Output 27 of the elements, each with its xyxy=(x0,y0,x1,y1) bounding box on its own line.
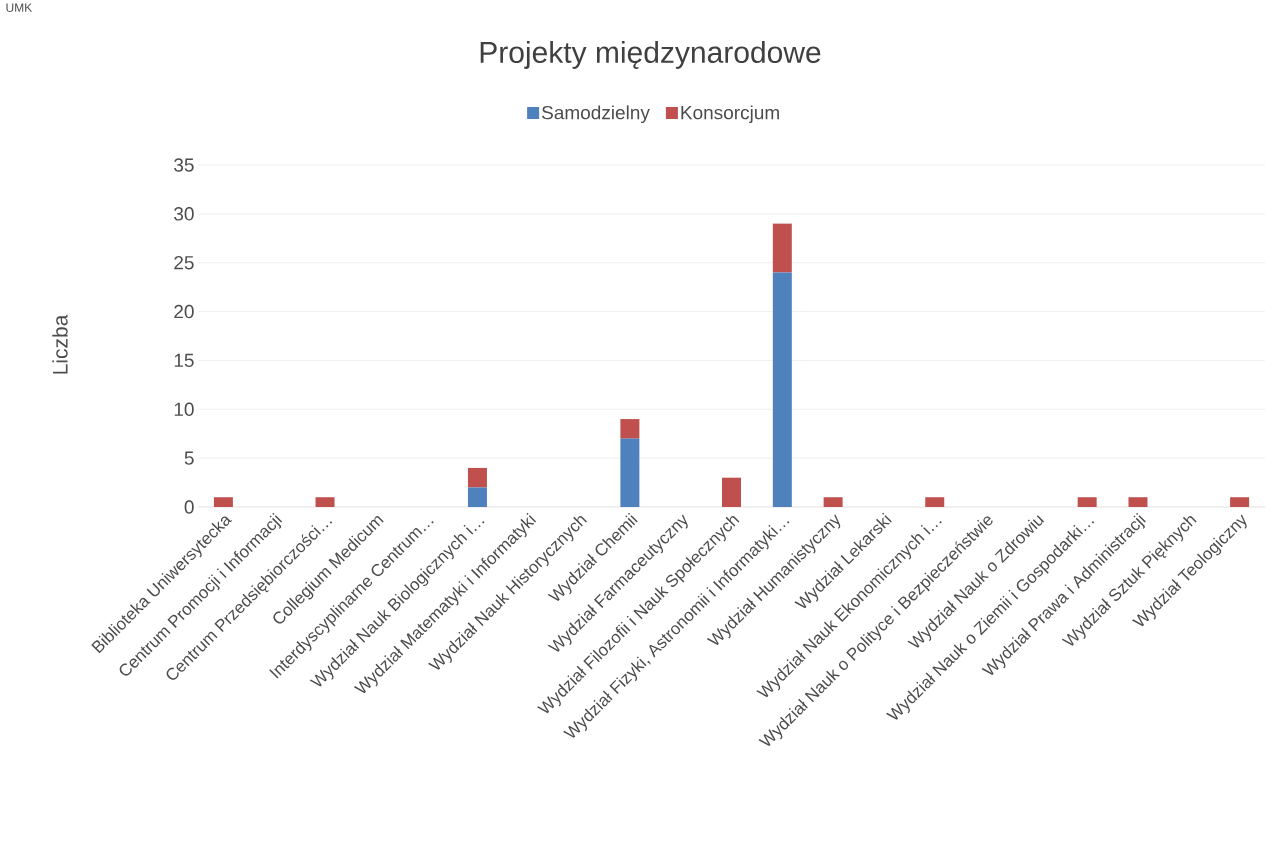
bar xyxy=(1128,497,1148,507)
bar xyxy=(315,497,335,507)
y-tick-label: 30 xyxy=(174,207,194,221)
bar xyxy=(823,497,843,507)
y-tick-label: 25 xyxy=(174,255,194,270)
y-tick-label: 35 xyxy=(174,158,194,172)
legend-label: Samodzielny xyxy=(541,105,650,124)
bar xyxy=(467,467,487,488)
chart-title: Projekty międzynarodowe xyxy=(480,40,821,69)
bar xyxy=(620,419,640,439)
bar xyxy=(1230,497,1250,507)
bar xyxy=(772,272,792,507)
bar xyxy=(722,477,741,507)
bar xyxy=(925,497,945,507)
legend-label: Konsorcjum xyxy=(681,105,779,124)
bar xyxy=(1077,497,1097,507)
bar xyxy=(620,438,640,507)
y-tick-label: 20 xyxy=(174,304,194,319)
bar xyxy=(772,223,792,273)
bar xyxy=(213,497,233,507)
y-tick-label: 0 xyxy=(184,500,194,514)
y-tick-label: 10 xyxy=(174,402,194,417)
text: UMK xyxy=(6,3,33,12)
y-tick-label: 5 xyxy=(184,451,194,465)
bar xyxy=(467,487,487,507)
y-axis-title: Liczba xyxy=(52,314,68,374)
y-tick-label: 15 xyxy=(174,353,194,368)
